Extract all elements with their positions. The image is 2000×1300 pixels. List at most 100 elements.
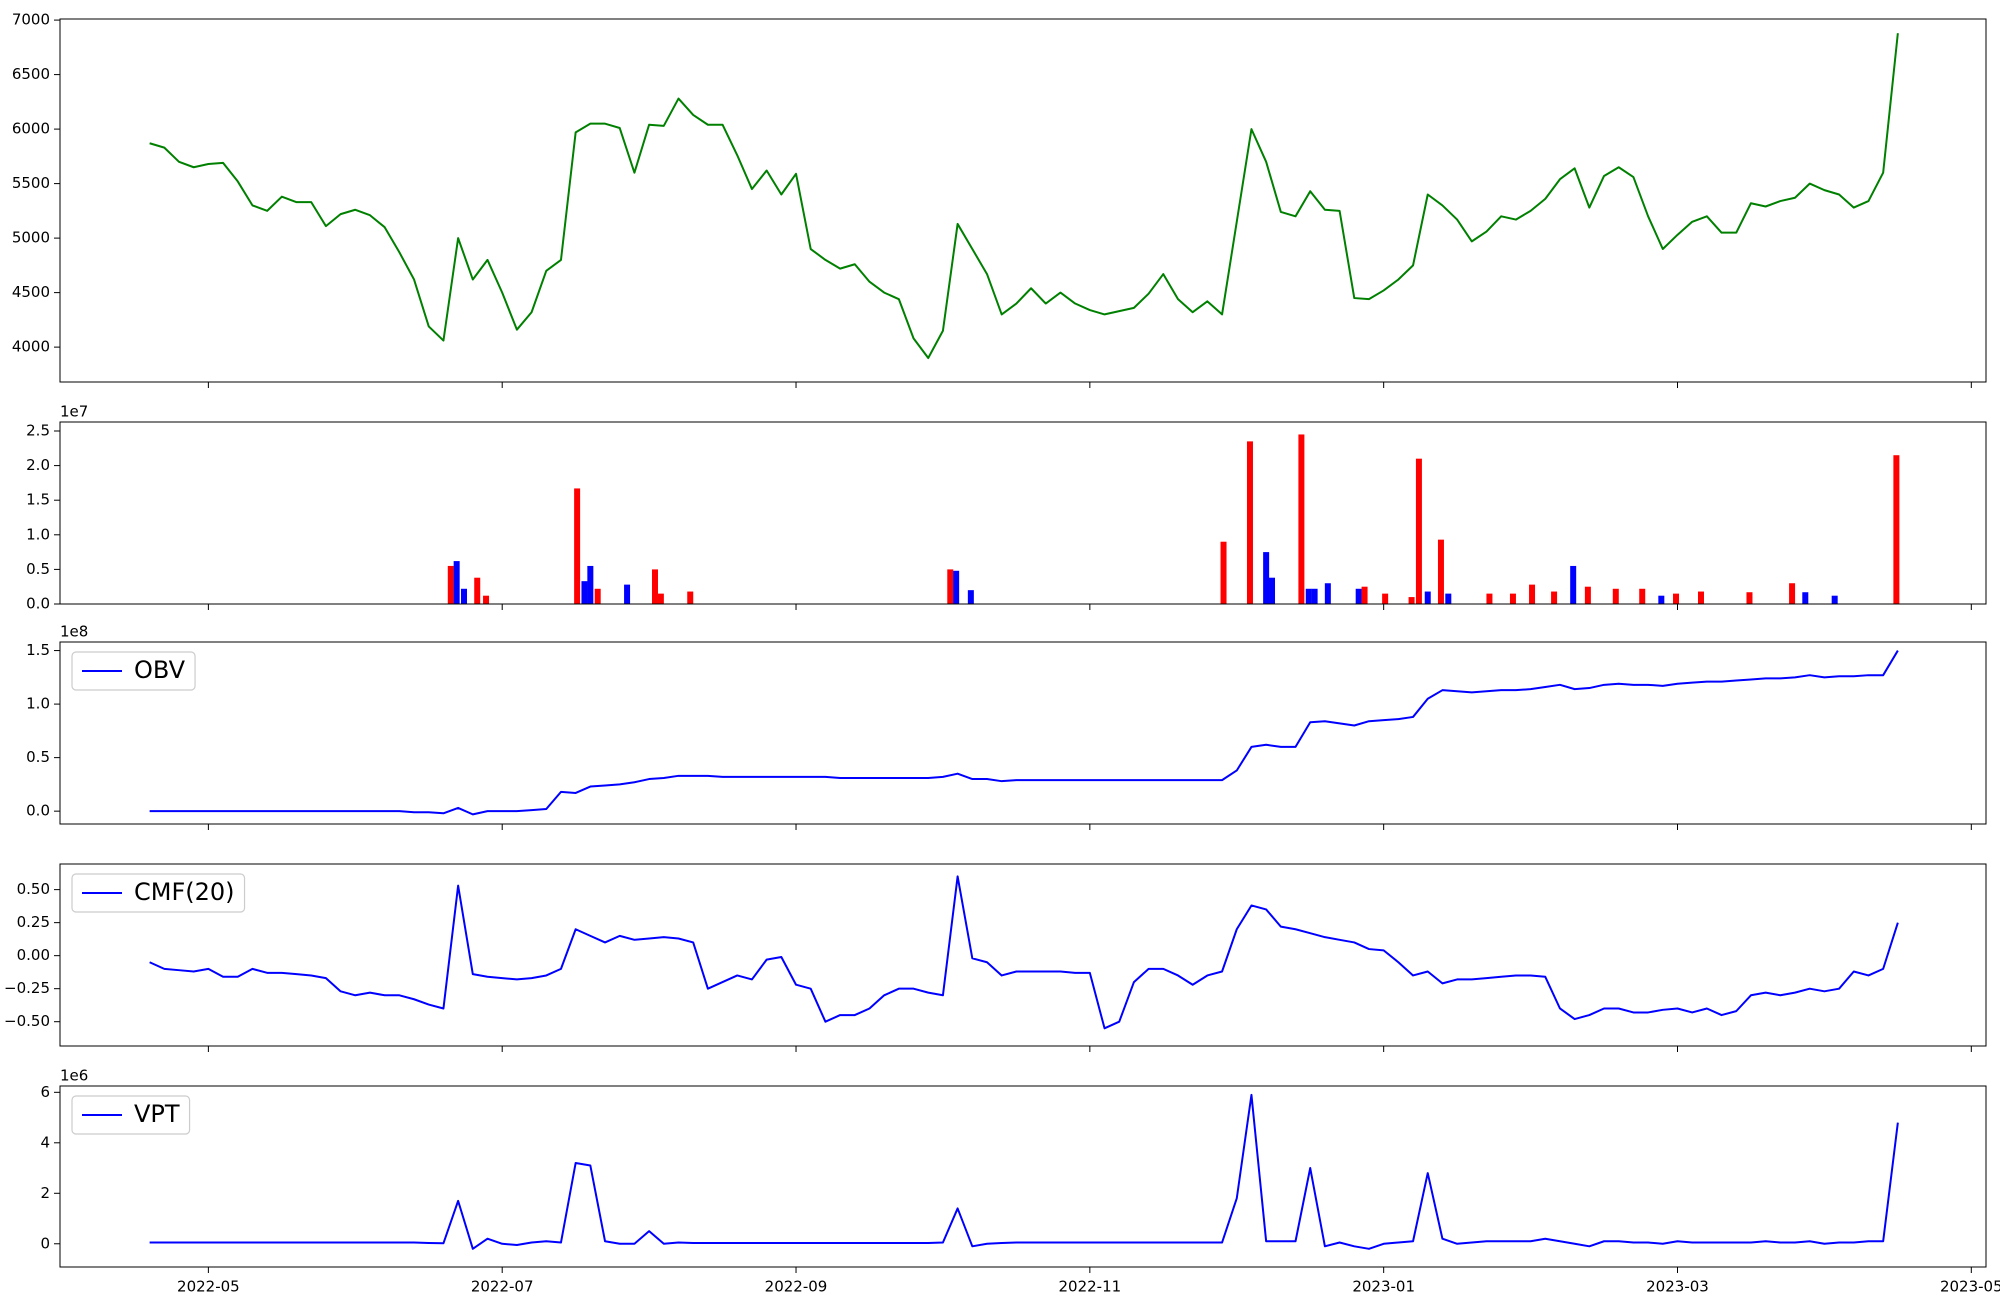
bar — [1584, 586, 1591, 604]
bar — [1697, 591, 1704, 604]
y-tick-label: 1.0 — [26, 525, 50, 543]
offset-label: 1e6 — [60, 1067, 88, 1085]
y-tick-label: 1.5 — [26, 641, 50, 659]
axes-frame — [59, 1085, 1987, 1268]
legend-box — [71, 651, 196, 691]
bar — [1324, 583, 1331, 604]
bar — [657, 593, 664, 604]
axes-frame — [59, 18, 1987, 383]
bar — [1298, 434, 1305, 604]
y-tick-label: 2.0 — [26, 456, 50, 474]
bar — [453, 561, 460, 604]
legend-label: VPT — [134, 1100, 180, 1128]
bar — [1486, 593, 1493, 604]
legend-box — [71, 873, 246, 913]
y-tick-label: 0.00 — [17, 946, 50, 964]
plot-area — [447, 434, 1900, 604]
y-tick-label: 0.0 — [26, 802, 50, 820]
bar — [1424, 591, 1431, 604]
x-tick-label: 2022-07 — [471, 1278, 534, 1296]
x-tick-label: 2023-01 — [1352, 1278, 1415, 1296]
bar — [587, 565, 594, 604]
bar — [953, 570, 960, 604]
x-tick-label: 2023-05 — [1940, 1278, 2000, 1296]
y-tick-label: 4000 — [12, 338, 50, 356]
bar — [1355, 588, 1362, 604]
legend-label: OBV — [134, 656, 186, 684]
bar — [474, 577, 481, 604]
bar — [624, 584, 631, 604]
bar — [581, 581, 588, 604]
plot-area — [149, 1093, 1899, 1250]
y-tick-label: 0.5 — [26, 748, 50, 766]
x-tick-label: 2022-11 — [1059, 1278, 1122, 1296]
bar — [651, 569, 658, 604]
bar — [1802, 592, 1809, 604]
y-tick-label: −0.25 — [4, 979, 50, 997]
bar — [1570, 565, 1577, 604]
y-tick-label: 0.0 — [26, 595, 50, 613]
bar — [1305, 588, 1312, 604]
plot-area — [149, 650, 1899, 816]
bar — [1311, 588, 1318, 604]
x-tick-label: 2023-03 — [1646, 1278, 1709, 1296]
bar — [687, 591, 694, 604]
bar — [1445, 593, 1452, 604]
y-tick-label: 4500 — [12, 283, 50, 301]
offset-label: 1e7 — [60, 403, 88, 421]
bar — [1220, 541, 1227, 604]
bar — [967, 590, 974, 604]
y-tick-label: 5500 — [12, 174, 50, 192]
plot-area — [149, 33, 1899, 360]
legend: OBV — [71, 651, 196, 691]
y-tick-label: 1.0 — [26, 695, 50, 713]
bar — [447, 565, 454, 604]
y-tick-label: 6500 — [12, 65, 50, 83]
x-tick-label: 2022-05 — [177, 1278, 240, 1296]
subplot: 0.0 0.5 1.0 1.5 2.0 2.5 1e7 — [26, 403, 1987, 613]
legend-label: CMF(20) — [134, 878, 235, 906]
y-tick-label: 0 — [40, 1234, 50, 1252]
subplot: 0 2 4 6 2022-05 2022-07 2022-09 2022-11 2023-01 2… — [40, 1067, 2000, 1296]
bar — [1612, 588, 1619, 604]
y-tick-label: 2.5 — [26, 421, 50, 439]
y-tick-label: 4 — [40, 1133, 50, 1151]
y-tick-label: 5000 — [12, 229, 50, 247]
bar — [461, 588, 468, 604]
bar — [947, 569, 954, 604]
bar — [1269, 577, 1276, 604]
bar — [1509, 593, 1516, 604]
bar — [1893, 455, 1900, 604]
axes-frame — [59, 641, 1987, 825]
bar — [1263, 552, 1270, 604]
y-tick-label: 0.5 — [26, 560, 50, 578]
legend-box — [71, 1095, 191, 1135]
subplot: 0.0 0.5 1.0 1.5 1e8 OBV — [26, 623, 1987, 830]
bar — [1658, 595, 1665, 604]
bar — [574, 488, 581, 604]
subplot: 4000 4500 5000 5500 6000 6500 7000 — [12, 11, 1987, 388]
series-line — [149, 875, 1899, 1030]
series-line — [149, 1093, 1899, 1250]
bar — [594, 588, 601, 604]
bar — [1639, 588, 1646, 604]
bar — [1415, 458, 1422, 604]
y-tick-label: −0.50 — [4, 1012, 50, 1030]
bar — [1746, 592, 1753, 604]
y-tick-label: 6000 — [12, 120, 50, 138]
legend: VPT — [71, 1095, 191, 1135]
bar — [1831, 595, 1838, 604]
x-tick-label: 2022-09 — [765, 1278, 828, 1296]
plot-area — [149, 875, 1899, 1030]
bar — [1246, 441, 1253, 604]
bar — [1789, 583, 1796, 604]
series-line — [149, 33, 1899, 360]
bar — [1382, 593, 1389, 604]
bar — [1361, 586, 1368, 604]
y-tick-label: 2 — [40, 1184, 50, 1202]
subplot: −0.50 −0.25 0.00 0.25 0.50 CMF(20) — [4, 863, 1987, 1052]
bar — [1408, 597, 1415, 604]
y-tick-label: 0.50 — [17, 880, 50, 898]
bar — [1437, 539, 1444, 604]
y-tick-label: 1.5 — [26, 491, 50, 509]
